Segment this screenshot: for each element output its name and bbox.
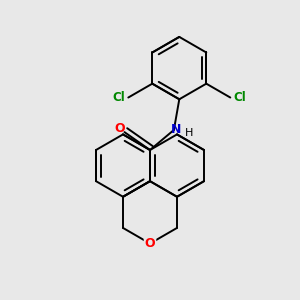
Text: N: N [170,123,181,136]
Text: Cl: Cl [234,91,247,104]
Text: O: O [114,122,124,135]
Text: H: H [185,128,194,138]
Text: Cl: Cl [112,91,125,104]
Text: O: O [145,237,155,250]
